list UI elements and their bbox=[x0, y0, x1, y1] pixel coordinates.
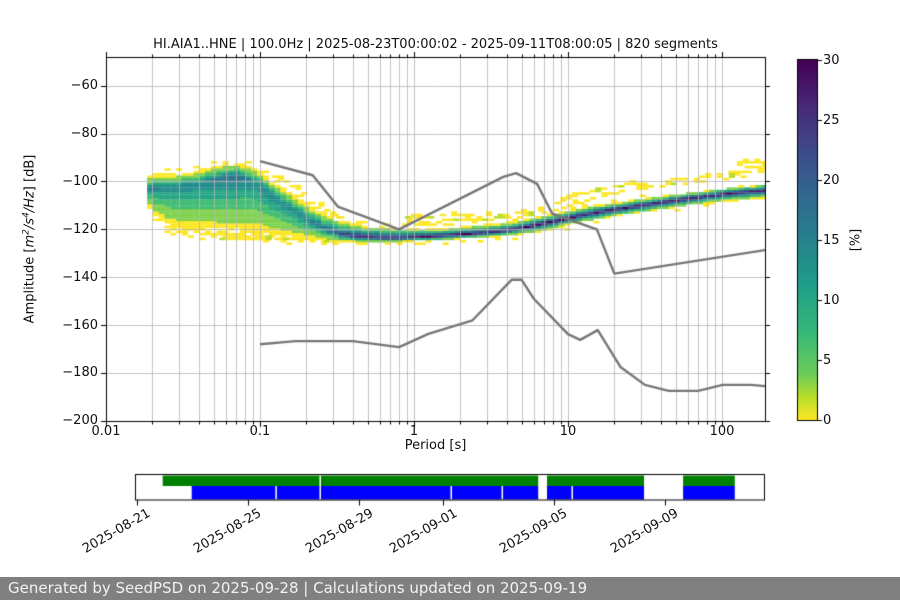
y-axis-label-part: /Hz bbox=[22, 191, 38, 213]
y-tick-label: −200 bbox=[62, 413, 98, 429]
y-axis-label-part: m bbox=[22, 234, 38, 248]
plot-title: HI.AIA1..HNE | 100.0Hz | 2025-08-23T00:0… bbox=[153, 37, 718, 52]
colorbar-tick-label: 25 bbox=[823, 112, 840, 128]
x-tick-label: 0.01 bbox=[91, 424, 121, 439]
x-tick-label: 10 bbox=[559, 424, 577, 439]
x-tick-label: 100 bbox=[709, 424, 735, 439]
y-tick-label: −60 bbox=[70, 78, 98, 94]
colorbar-label: [%] bbox=[848, 228, 864, 252]
x-axis-label: Period [s] bbox=[404, 438, 467, 453]
footer-text: Generated by SeedPSD on 2025-09-28 | Cal… bbox=[8, 579, 588, 597]
x-tick-label: 1 bbox=[409, 424, 419, 439]
y-tick-label: −80 bbox=[70, 126, 98, 142]
y-tick-label: −100 bbox=[62, 173, 98, 189]
colorbar-tick-label: 10 bbox=[823, 292, 840, 308]
y-tick-label: −180 bbox=[62, 365, 98, 381]
y-axis-label-part: /s bbox=[22, 217, 38, 230]
y-axis-label: Amplitude [m2/s4/Hz] [dB] bbox=[21, 154, 38, 324]
y-tick-label: −120 bbox=[62, 221, 98, 237]
footer-bar: Generated by SeedPSD on 2025-09-28 | Cal… bbox=[0, 577, 900, 600]
y-axis-label-part: 4 bbox=[21, 212, 32, 218]
y-tick-label: −140 bbox=[62, 269, 98, 285]
colorbar-tick-label: 5 bbox=[823, 352, 832, 368]
y-axis-label-part: ] [dB] bbox=[22, 154, 38, 192]
y-axis-label-part: Amplitude [ bbox=[22, 247, 38, 324]
colorbar-tick-label: 20 bbox=[823, 172, 840, 188]
y-axis-label-part: 2 bbox=[21, 229, 32, 235]
colorbar-tick-label: 0 bbox=[823, 412, 832, 428]
y-tick-label: −160 bbox=[62, 317, 98, 333]
colorbar-tick-label: 30 bbox=[823, 52, 840, 68]
x-tick-label: 0.1 bbox=[249, 424, 271, 439]
colorbar-tick-label: 15 bbox=[823, 232, 840, 248]
